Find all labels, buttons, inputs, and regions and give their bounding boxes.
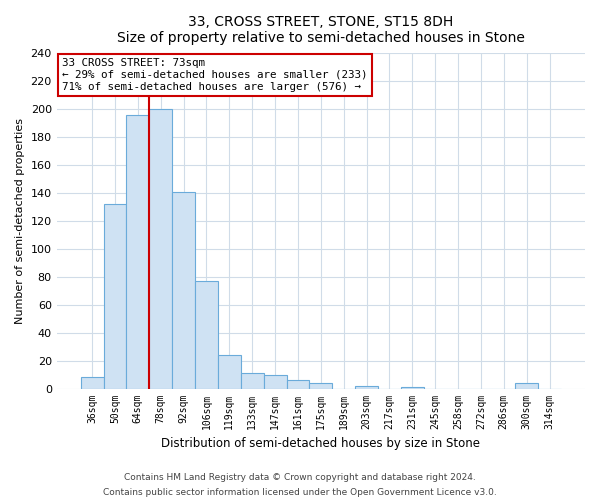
Bar: [104, 204, 127, 388]
Bar: [172, 192, 195, 388]
Bar: [241, 373, 263, 388]
Bar: [218, 355, 241, 388]
Bar: [515, 383, 538, 388]
Text: 33 CROSS STREET: 73sqm
← 29% of semi-detached houses are smaller (233)
71% of se: 33 CROSS STREET: 73sqm ← 29% of semi-det…: [62, 58, 367, 92]
X-axis label: Distribution of semi-detached houses by size in Stone: Distribution of semi-detached houses by …: [161, 437, 481, 450]
Bar: [263, 374, 287, 388]
Bar: [195, 281, 218, 388]
Bar: [127, 115, 149, 388]
Y-axis label: Number of semi-detached properties: Number of semi-detached properties: [15, 118, 25, 324]
Bar: [401, 387, 424, 388]
Title: 33, CROSS STREET, STONE, ST15 8DH
Size of property relative to semi-detached hou: 33, CROSS STREET, STONE, ST15 8DH Size o…: [117, 15, 525, 45]
Text: Contains HM Land Registry data © Crown copyright and database right 2024.: Contains HM Land Registry data © Crown c…: [124, 473, 476, 482]
Bar: [287, 380, 310, 388]
Bar: [310, 383, 332, 388]
Bar: [149, 109, 172, 388]
Text: Contains public sector information licensed under the Open Government Licence v3: Contains public sector information licen…: [103, 488, 497, 497]
Bar: [355, 386, 378, 388]
Bar: [80, 378, 104, 388]
